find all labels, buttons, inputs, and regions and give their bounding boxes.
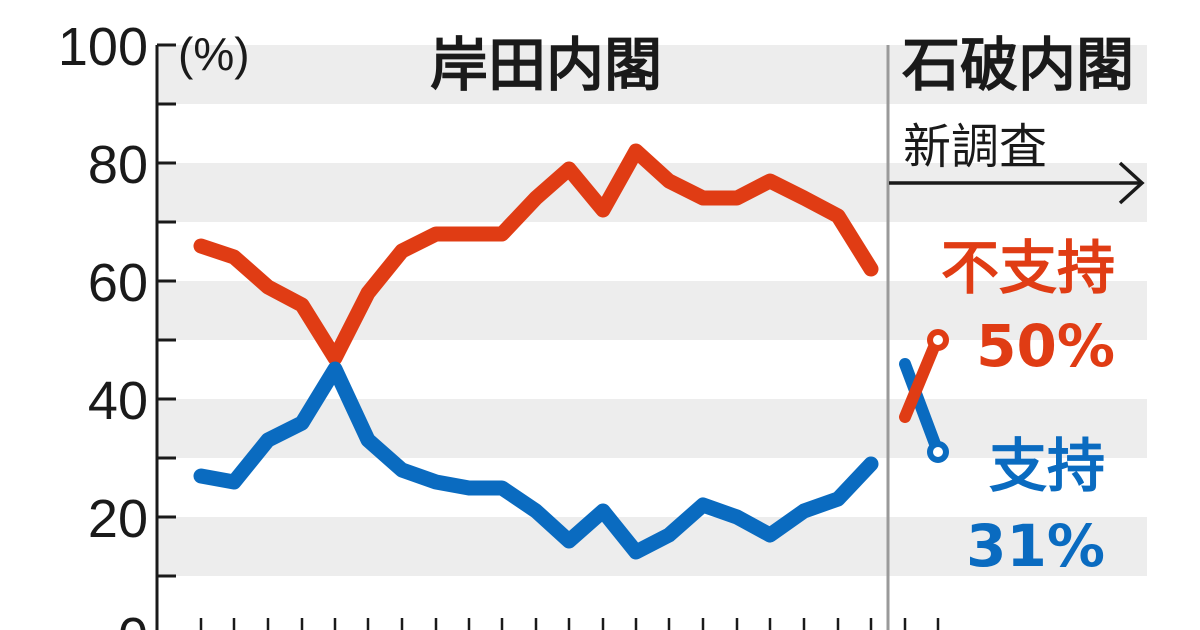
x-axis-ticks — [199, 618, 940, 630]
disapprove-line-ishiba — [899, 341, 940, 423]
approve-label: 支持 — [989, 432, 1105, 500]
ytick-60: 60 — [88, 253, 148, 313]
approve-line-ishiba — [899, 358, 941, 450]
approve-line-kishida — [193, 361, 879, 560]
approve-value: 31% — [966, 512, 1105, 580]
y-axis: 100 80 60 40 20 0 (%) — [58, 17, 250, 630]
disapprove-value: 50% — [976, 312, 1115, 380]
approve-end-marker — [927, 441, 949, 463]
kishida-cabinet-title: 岸田内閣 — [430, 31, 662, 99]
ytick-80: 80 — [88, 135, 148, 195]
ytick-40: 40 — [88, 371, 148, 431]
ishiba-cabinet-title: 石破内閣 — [902, 31, 1134, 99]
disapprove-line-kishida — [193, 143, 879, 366]
unit-label: (%) — [178, 28, 250, 80]
new-survey-label: 新調査 — [903, 119, 1047, 175]
ytick-0: 0 — [118, 607, 148, 630]
ytick-20: 20 — [88, 489, 148, 549]
disapprove-end-marker — [927, 329, 949, 351]
ytick-100: 100 — [58, 17, 148, 77]
arrow-right-icon — [889, 161, 1145, 205]
disapprove-label: 不支持 — [941, 234, 1115, 302]
